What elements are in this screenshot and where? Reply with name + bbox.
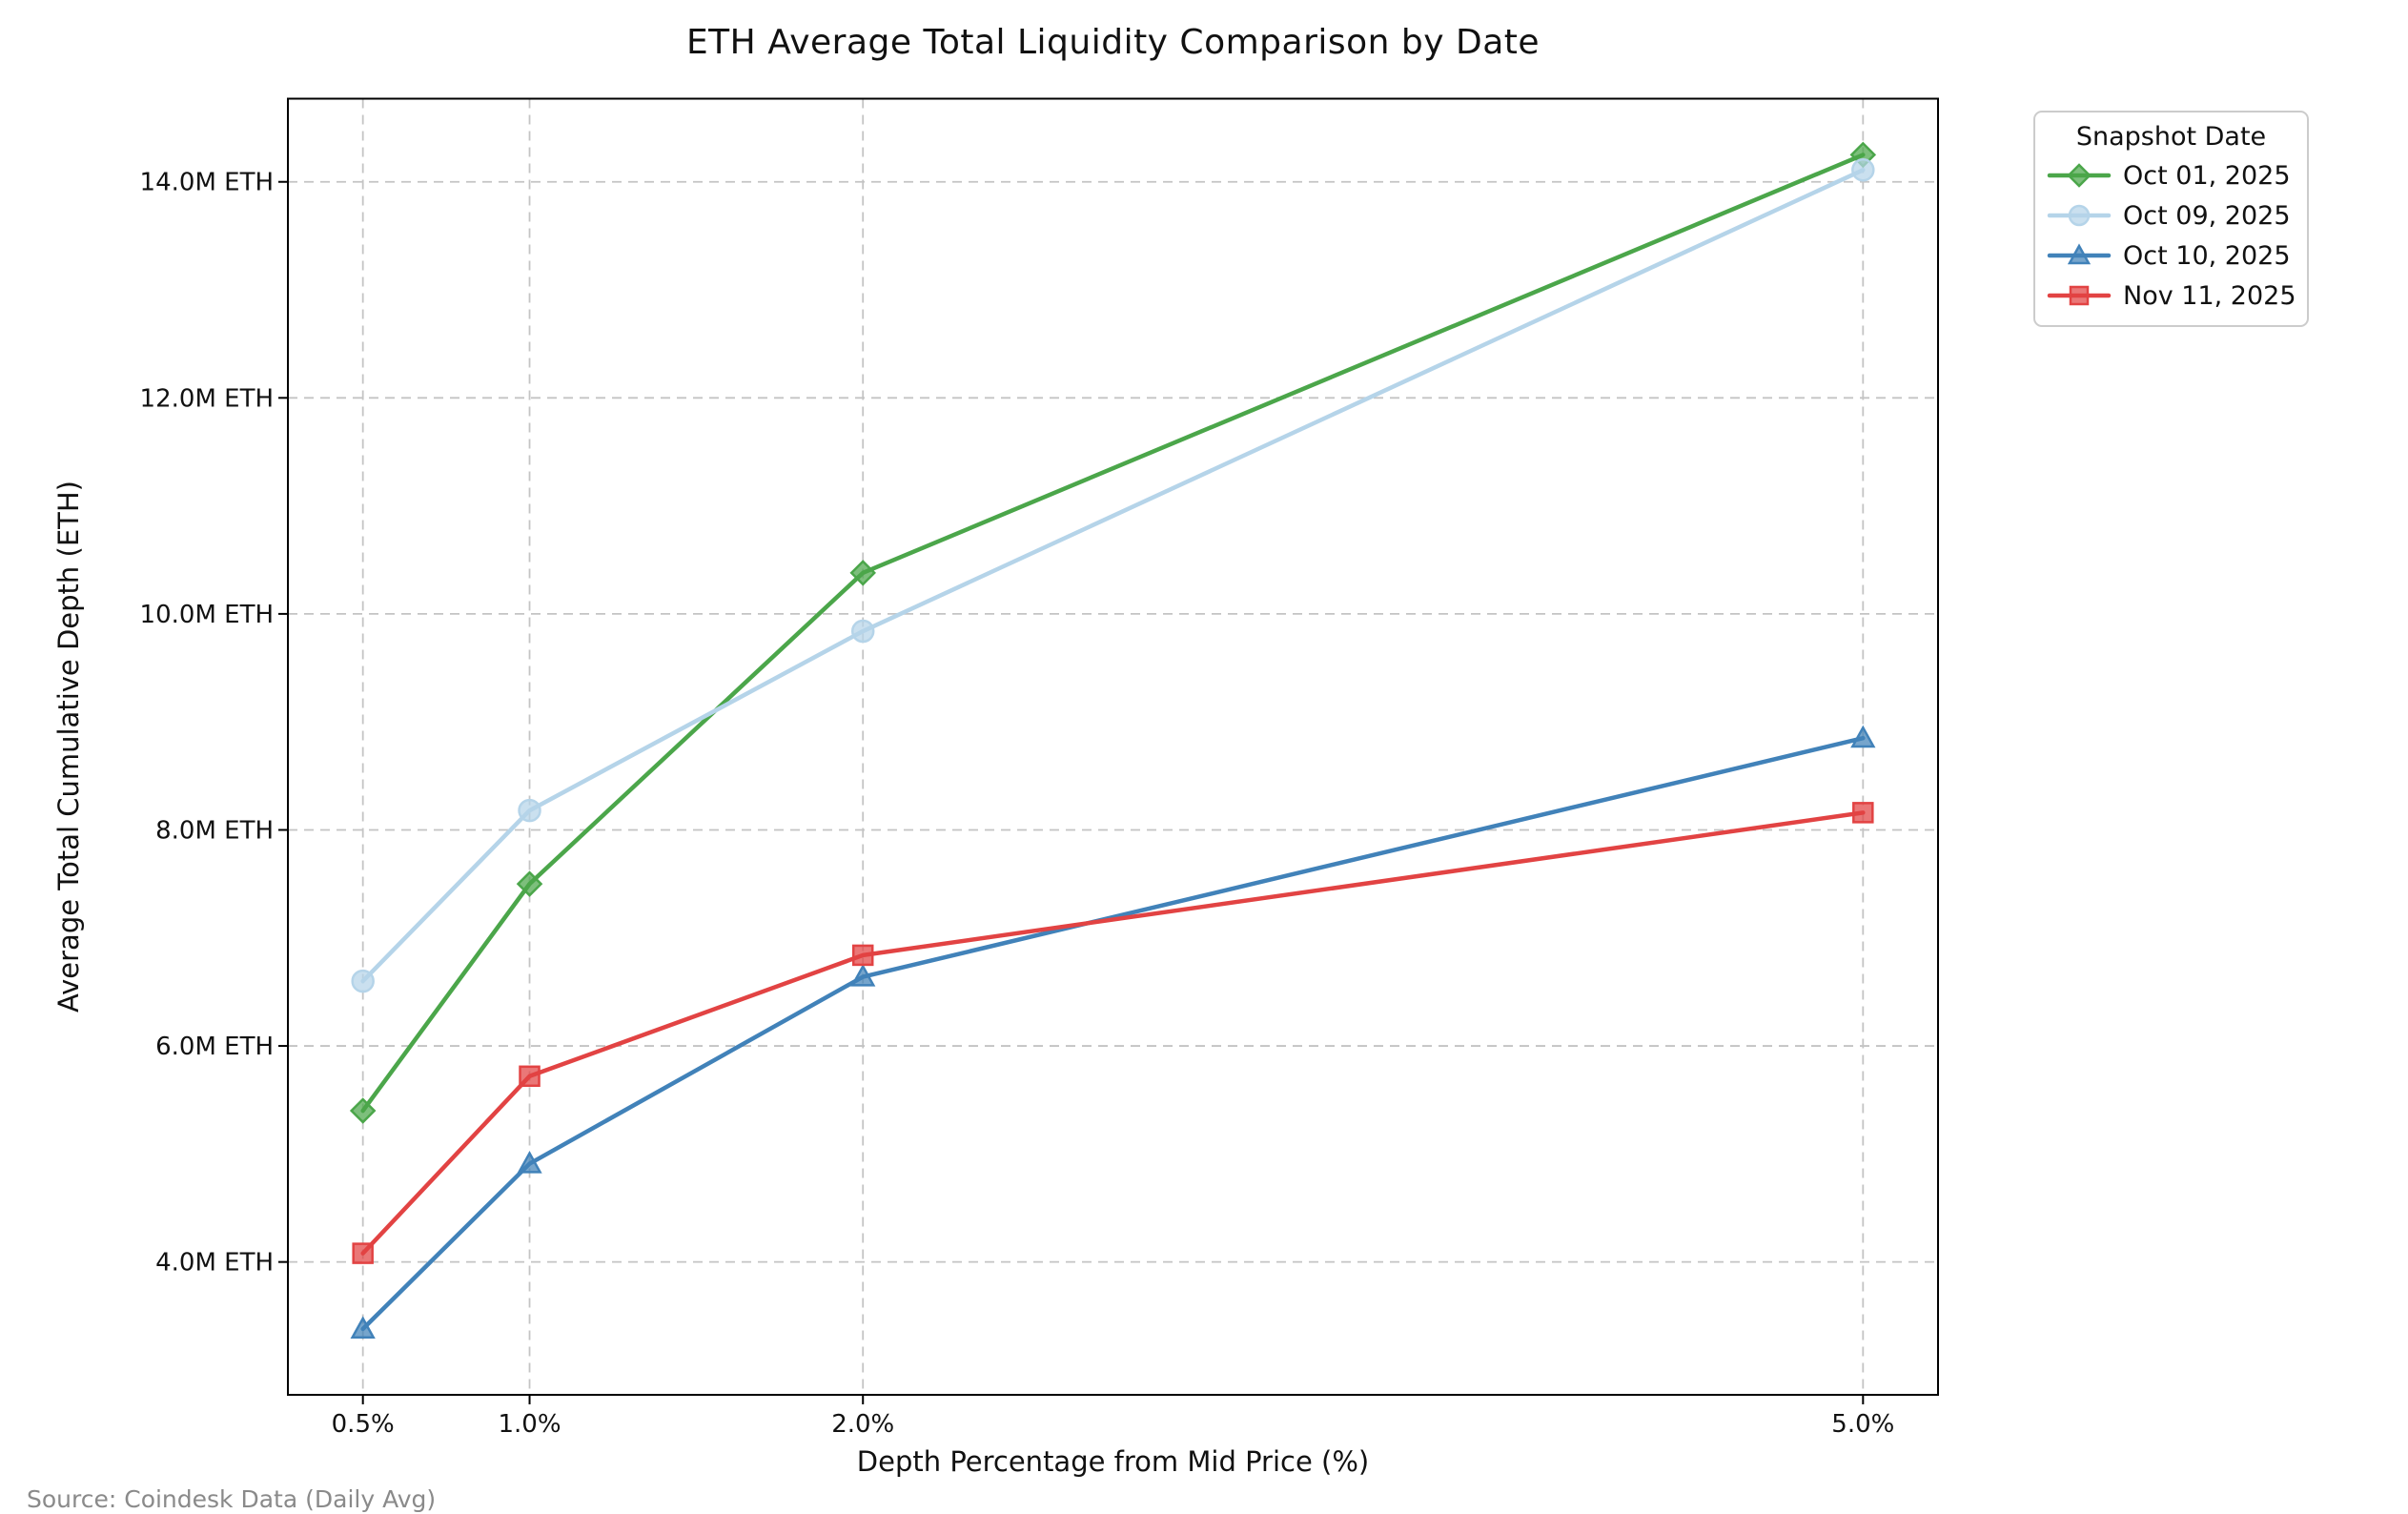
legend-item-nov-11-2025: Nov 11, 2025 xyxy=(2047,276,2296,316)
data-point-oct-09-2025-0-5pct xyxy=(351,969,375,993)
series-line-oct-10-2025 xyxy=(360,735,1866,1332)
data-point-nov-11-2025-0-5pct xyxy=(352,1242,374,1264)
data-point-nov-11-2025-1-0pct xyxy=(519,1065,541,1088)
legend-marker-square-icon xyxy=(2047,285,2112,306)
data-point-nov-11-2025-2-0pct xyxy=(851,944,874,967)
legend-marker-sample xyxy=(2068,204,2091,227)
legend-marker-triangle-icon xyxy=(2047,243,2112,265)
legend-label: Oct 10, 2025 xyxy=(2123,240,2291,271)
chart-title: ETH Average Total Liquidity Comparison b… xyxy=(685,23,1541,62)
legend-marker-sample xyxy=(2067,163,2092,188)
x-axis-label: Depth Percentage from Mid Price (%) xyxy=(856,1445,1370,1478)
legend-title: Snapshot Date xyxy=(2075,122,2267,152)
data-point-nov-11-2025-5-0pct xyxy=(1852,802,1874,824)
data-point-oct-10-2025-0-5pct xyxy=(350,1316,376,1339)
y-tick-label: 6.0M ETH xyxy=(155,1033,274,1061)
legend-marker-sample xyxy=(2067,243,2092,265)
series-line-oct-01-2025 xyxy=(360,153,1866,1114)
y-tick-label: 14.0M ETH xyxy=(140,169,274,197)
x-tick-label: 5.0% xyxy=(1831,1410,1894,1439)
y-tick-label: 12.0M ETH xyxy=(140,384,274,413)
data-point-oct-01-2025-0-5pct xyxy=(349,1097,377,1124)
y-axis-label: Average Total Cumulative Depth (ETH) xyxy=(52,480,85,1013)
legend-items: Oct 01, 2025 Oct 09, 2025 Oct 10, 2025 Nov … xyxy=(2047,155,2296,316)
legend-item-oct-01-2025: Oct 01, 2025 xyxy=(2047,155,2296,195)
legend: Snapshot Date Oct 01, 2025 Oct 09, 2025 Oc… xyxy=(2033,111,2309,327)
series-line-nov-11-2025 xyxy=(360,810,1866,1256)
data-point-oct-10-2025-5-0pct xyxy=(1850,725,1876,748)
legend-marker-circle-icon xyxy=(2047,204,2112,227)
x-tick-label: 2.0% xyxy=(831,1410,894,1439)
y-tick-label: 10.0M ETH xyxy=(140,601,274,629)
plot-border xyxy=(287,97,1939,1396)
legend-item-oct-09-2025: Oct 09, 2025 xyxy=(2047,195,2296,235)
x-tick-label: 0.5% xyxy=(332,1410,395,1439)
data-point-oct-10-2025-1-0pct xyxy=(517,1150,542,1174)
legend-label: Nov 11, 2025 xyxy=(2123,280,2296,311)
source-note: Source: Coindesk Data (Daily Avg) xyxy=(27,1485,437,1513)
x-tick-label: 1.0% xyxy=(498,1410,561,1439)
data-point-oct-01-2025-2-0pct xyxy=(849,560,876,586)
data-point-oct-01-2025-1-0pct xyxy=(516,870,543,897)
legend-label: Oct 01, 2025 xyxy=(2123,160,2291,191)
data-point-oct-09-2025-5-0pct xyxy=(1851,158,1875,182)
y-tick-label: 8.0M ETH xyxy=(155,816,274,845)
data-point-oct-09-2025-1-0pct xyxy=(518,798,541,823)
data-point-oct-09-2025-2-0pct xyxy=(850,619,875,644)
legend-marker-sample xyxy=(2069,285,2090,306)
legend-item-oct-10-2025: Oct 10, 2025 xyxy=(2047,235,2296,276)
data-point-oct-10-2025-2-0pct xyxy=(850,963,876,987)
legend-label: Oct 09, 2025 xyxy=(2123,200,2291,231)
legend-marker-diamond-icon xyxy=(2047,163,2112,188)
series-line-oct-09-2025 xyxy=(360,168,1866,984)
y-tick-label: 4.0M ETH xyxy=(155,1249,274,1278)
